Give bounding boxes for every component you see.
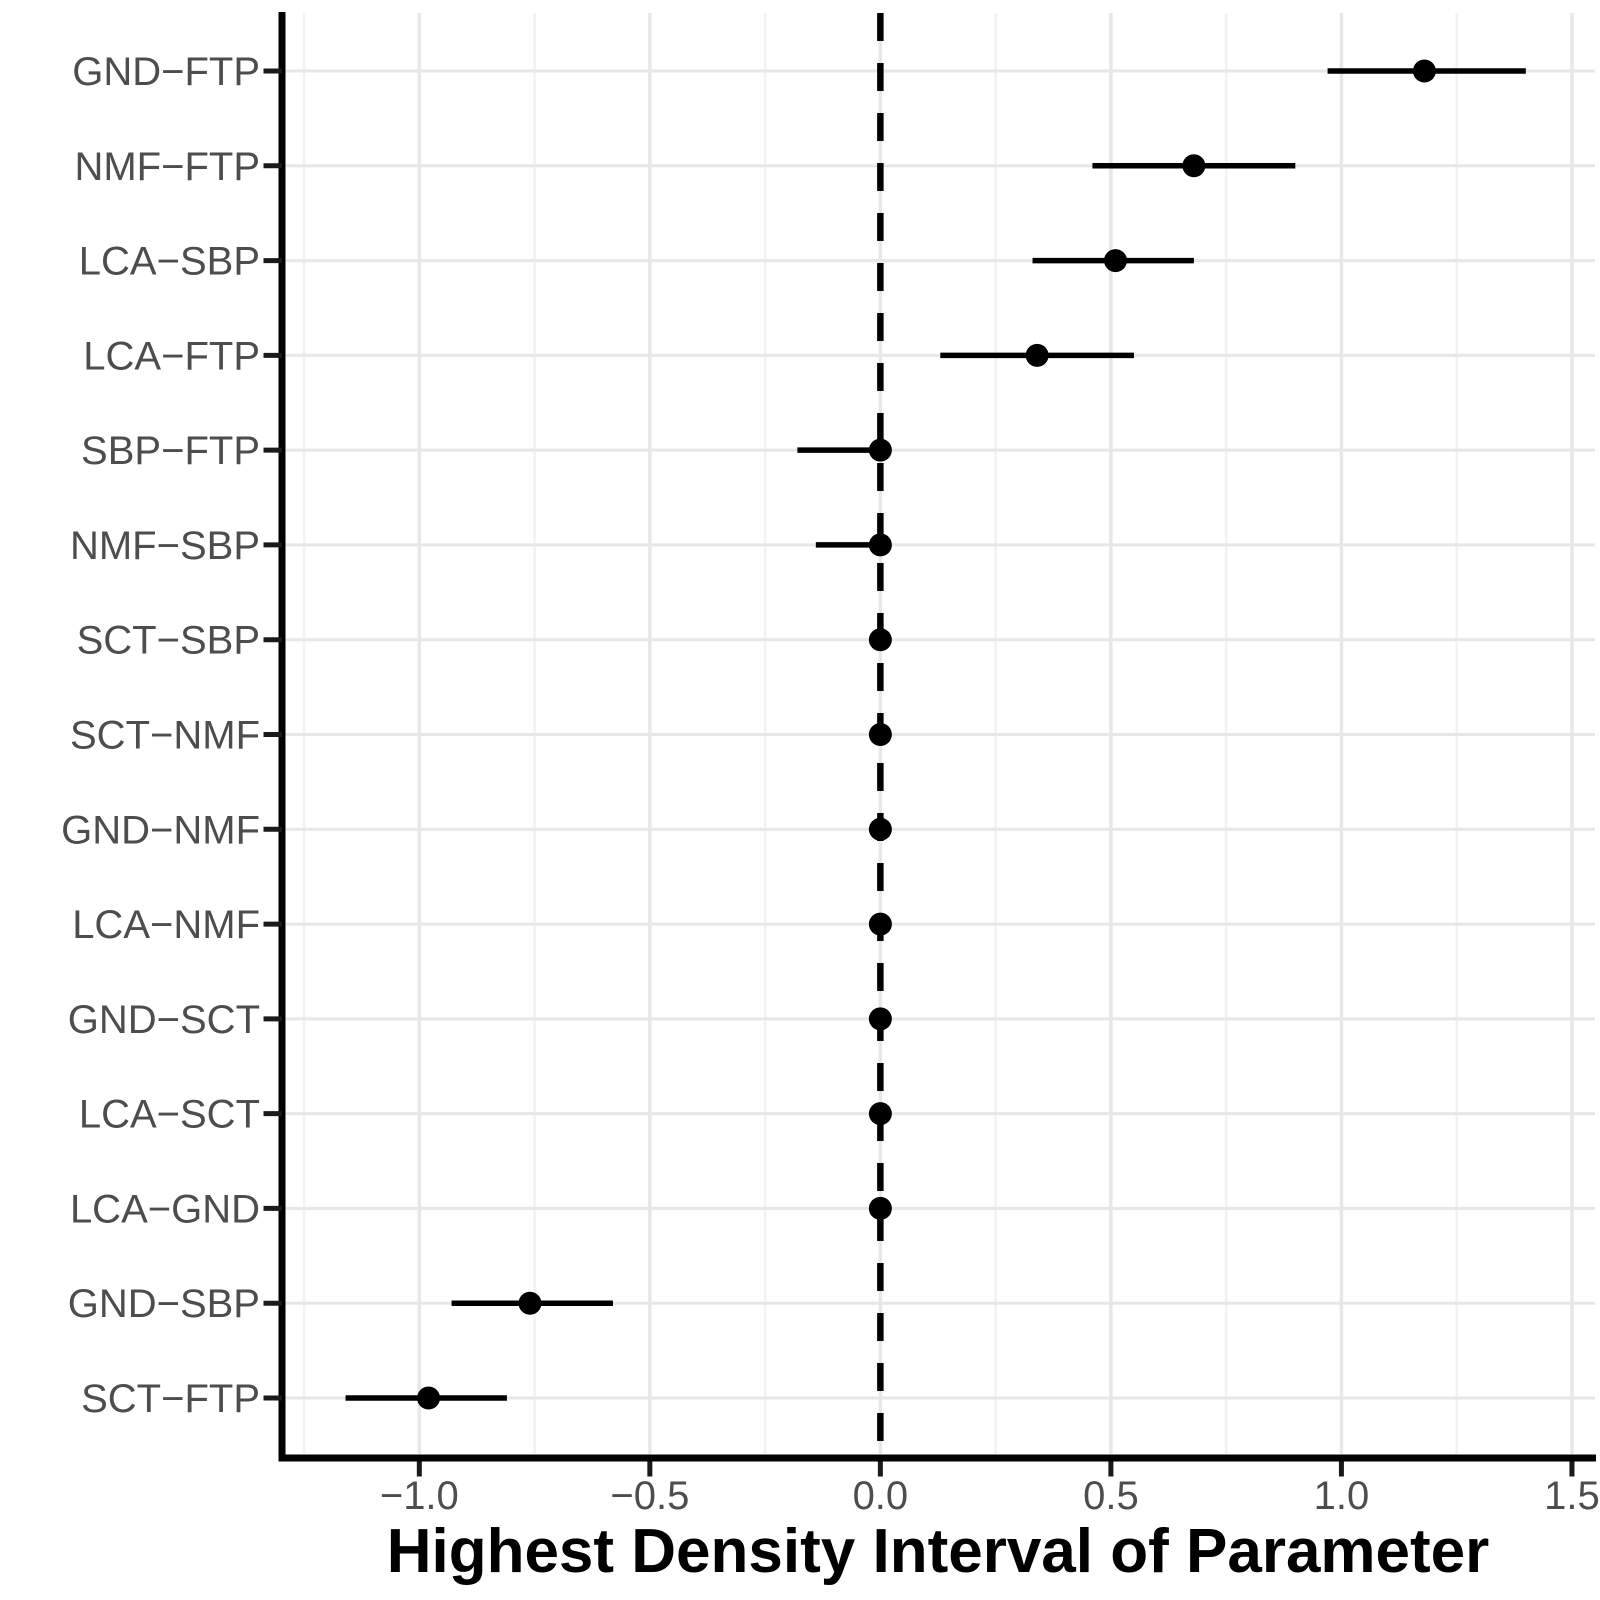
y-axis-label: GND−FTP	[72, 50, 260, 94]
y-axis-label: LCA−NMF	[72, 903, 260, 947]
hdi-point-estimate	[1182, 154, 1206, 178]
x-axis-tick-label: 1.5	[1544, 1474, 1600, 1518]
y-axis-label: LCA−GND	[70, 1187, 260, 1231]
y-axis-label: SBP−FTP	[81, 429, 260, 473]
y-axis-label: LCA−SBP	[79, 240, 260, 284]
y-axis-label: GND−SCT	[68, 998, 260, 1042]
y-axis-label: GND−NMF	[61, 808, 260, 852]
hdi-point-estimate	[518, 1291, 542, 1315]
y-axis-label: GND−SBP	[68, 1282, 260, 1326]
y-axis-label: NMF−SBP	[70, 524, 260, 568]
hdi-point-estimate	[1104, 249, 1128, 273]
hdi-point-estimate	[868, 438, 892, 462]
hdi-point-estimate	[868, 1196, 892, 1220]
hdi-point-estimate	[417, 1386, 441, 1410]
x-axis-tick-label: −1.0	[380, 1474, 459, 1518]
x-axis-tick-label: 0.0	[853, 1474, 909, 1518]
y-axis-label: LCA−SCT	[79, 1093, 260, 1137]
x-axis-tick-label: 0.5	[1083, 1474, 1139, 1518]
hdi-point-estimate	[1412, 59, 1436, 83]
hdi-point-estimate	[868, 912, 892, 936]
hdi-point-estimate	[868, 817, 892, 841]
hdi-point-estimate	[868, 1007, 892, 1031]
hdi-point-estimate	[1025, 343, 1049, 367]
hdi-point-estimate	[868, 533, 892, 557]
hdi-point-estimate	[868, 1102, 892, 1126]
y-axis-label: SCT−SBP	[77, 619, 260, 663]
y-axis-label: SCT−FTP	[81, 1377, 260, 1421]
x-axis-title: Highest Density Interval of Parameter	[386, 1517, 1490, 1586]
y-axis-label: NMF−FTP	[74, 145, 260, 189]
hdi-point-estimate	[868, 628, 892, 652]
y-axis-label: LCA−FTP	[83, 334, 260, 378]
x-axis-tick-label: 1.0	[1314, 1474, 1370, 1518]
hdi-point-estimate	[868, 723, 892, 746]
y-axis-label: SCT−NMF	[70, 714, 260, 758]
x-axis-tick-label: −0.5	[610, 1474, 689, 1518]
